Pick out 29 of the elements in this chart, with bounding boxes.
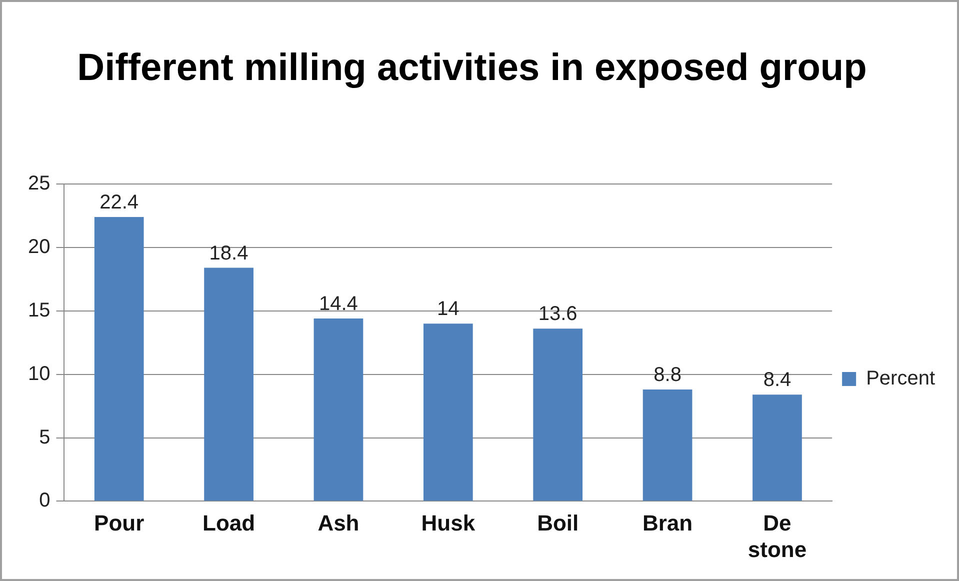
bar bbox=[314, 318, 364, 501]
data-label: 18.4 bbox=[209, 242, 248, 264]
x-tick-label: Husk bbox=[421, 510, 476, 536]
y-tick-label: 15 bbox=[28, 299, 50, 322]
data-label: 8.8 bbox=[654, 364, 682, 386]
bar bbox=[204, 268, 254, 501]
x-tick-label: Bran bbox=[642, 510, 693, 536]
y-tick-label: 10 bbox=[28, 362, 50, 385]
bar bbox=[533, 328, 583, 501]
x-tick-label: Ash bbox=[318, 510, 360, 536]
x-tick-label: Pour bbox=[94, 510, 145, 536]
x-tick-label: De stone bbox=[748, 510, 807, 562]
bar bbox=[752, 394, 802, 501]
data-label: 13.6 bbox=[538, 303, 578, 326]
y-tick-label: 5 bbox=[39, 426, 50, 448]
bar bbox=[642, 390, 692, 501]
y-tick-label: 25 bbox=[28, 172, 50, 195]
bar bbox=[423, 324, 473, 501]
data-label: 8.4 bbox=[763, 369, 792, 392]
data-label: 14 bbox=[437, 298, 460, 320]
chart-title: Different milling activities in exposed group bbox=[76, 46, 868, 91]
x-tick-label: Boil bbox=[537, 510, 579, 536]
bar bbox=[94, 216, 144, 501]
data-label: 14.4 bbox=[319, 293, 358, 316]
y-tick-label: 20 bbox=[28, 236, 50, 258]
x-tick-label: Load bbox=[202, 510, 256, 536]
legend-label: Percent bbox=[866, 368, 936, 390]
y-tick-label: 0 bbox=[39, 490, 50, 512]
data-label: 22.4 bbox=[100, 192, 139, 214]
